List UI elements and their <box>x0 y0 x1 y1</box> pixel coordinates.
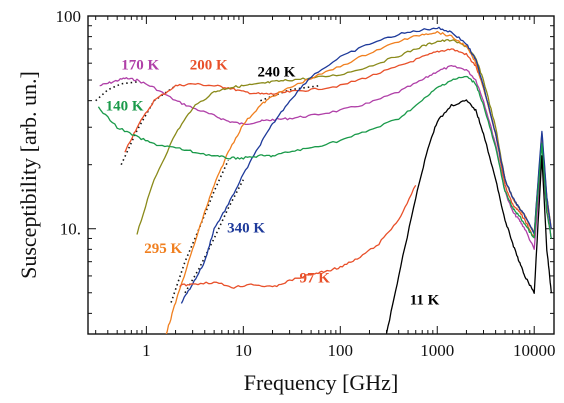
annotation-label: 240 K <box>258 64 296 80</box>
y-tick-label: 100 <box>56 7 82 26</box>
axis-ticks <box>88 15 554 334</box>
series-line-97-k <box>179 184 417 289</box>
x-tick-label: 10000 <box>513 341 556 360</box>
series-labels: 170 K 200 K 240 K 140 K 295 K 340 K 97 K 11 K <box>106 58 440 309</box>
series-line-200-k <box>124 48 552 239</box>
x-tick-label: 1 <box>142 341 151 360</box>
annotation-label: 340 K <box>227 221 265 237</box>
annotation-label: 140 K <box>106 98 144 114</box>
series-line-140-k <box>97 75 552 239</box>
annotation-label: 170 K <box>121 58 159 74</box>
fit-curve <box>184 179 245 294</box>
y-axis-title: Susceptibility [arb. un.] <box>16 71 41 279</box>
x-axis-title: Frequency [GHz] <box>244 370 399 395</box>
annotation-label: 11 K <box>410 293 440 309</box>
x-tick-label: 1000 <box>420 341 454 360</box>
fit-curve <box>95 81 138 102</box>
series-lines <box>97 26 552 334</box>
x-tick-label: 10 <box>235 341 252 360</box>
annotation-label: 200 K <box>190 58 228 74</box>
series-line-340-k <box>180 26 552 304</box>
y-tick-label: 10. <box>60 220 81 239</box>
series-line-170-k <box>99 64 552 250</box>
x-tick-label: 100 <box>328 341 354 360</box>
annotation-label: 97 K <box>300 270 331 286</box>
fit-curve <box>170 159 230 303</box>
annotation-label: 295 K <box>144 241 182 257</box>
tick-labels: 1 10 100 1000 10000 10. 100 <box>56 7 556 360</box>
fit-curve <box>120 85 177 166</box>
series-line-11-k <box>385 99 552 334</box>
